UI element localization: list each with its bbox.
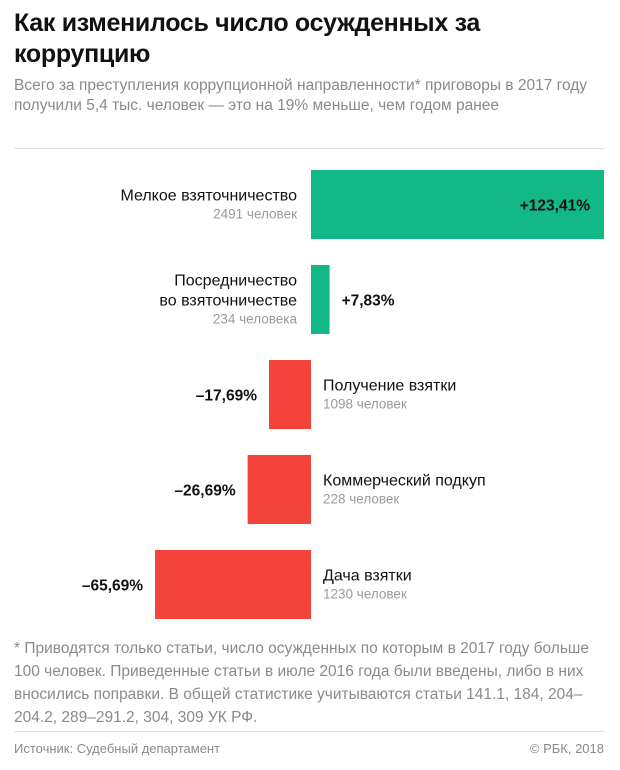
count-label-2: 1098 человек [323,397,407,412]
category-label-0-0: Мелкое взяточничество [120,188,297,205]
value-label-4: –65,69% [82,578,143,595]
category-label-2-0: Получение взятки [323,378,456,395]
chart-subtitle: Всего за преступления коррупционной напр… [14,77,588,114]
bottom-divider [14,731,604,732]
value-label-3: –26,69% [174,483,235,500]
copyright-text: © РБК, 2018 [529,741,604,756]
count-label-4: 1230 человек [323,587,407,602]
source-text: Источник: Судебный департамент [14,741,221,756]
count-label-1: 234 человека [213,312,298,327]
diverging-bar-chart: +123,41% Мелкое взяточничество 2491 челове… [82,170,604,619]
count-label-3: 228 человек [323,492,399,507]
top-divider [14,148,604,149]
value-label-2: –17,69% [196,388,257,405]
category-label-3-0: Коммерческий подкуп [323,473,486,490]
bar-2 [269,360,311,429]
value-label-1: +7,83% [342,293,395,310]
category-label-1-1: во взяточничестве [159,293,297,310]
count-label-0: 2491 человек [213,207,297,222]
bar-3 [247,455,311,524]
bar-1 [311,265,330,334]
category-label-1-0: Посредничество [174,273,297,290]
category-label-4-0: Дача взятки [323,568,412,585]
footnote: * Приводятся только статьи, число осужде… [14,640,589,726]
bar-4 [155,550,311,619]
bar-0 [311,170,604,239]
value-label-0: +123,41% [520,198,590,215]
chart-title: Как изменилось число осужденных за корру… [14,9,480,68]
